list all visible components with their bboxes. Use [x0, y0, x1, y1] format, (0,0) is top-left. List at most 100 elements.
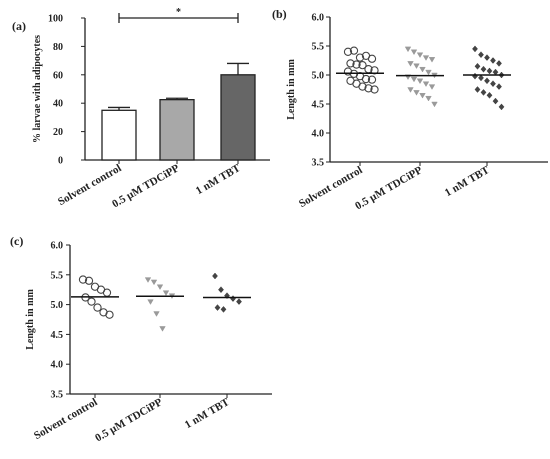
y-tick-label: 5.0: [312, 71, 325, 82]
data-point: [431, 101, 438, 108]
category-label: 1 nM TBT: [183, 396, 232, 431]
data-point: [78, 275, 88, 284]
data-point: [230, 295, 236, 303]
data-point: [343, 47, 353, 56]
data-point: [490, 57, 496, 64]
chart-panel-3: (c) 3.5 4.0 4.5 5.0 5.5 6.0 Length in mm Solvent…: [10, 234, 272, 444]
data-point: [498, 103, 505, 111]
y-axis-title: Length in mm: [25, 289, 36, 350]
y-tick-label: 3.5: [51, 390, 64, 401]
y-tick-label: 100: [48, 14, 63, 25]
data-point: [361, 74, 371, 84]
data-point: [425, 95, 432, 102]
data-point: [492, 97, 499, 105]
bar: [159, 99, 195, 161]
data-point: [214, 304, 221, 311]
y-tick-label: 80: [53, 42, 63, 53]
data-point: [236, 298, 242, 306]
category-label: 0.5 µM TDCiPP: [93, 396, 165, 444]
data-point: [153, 311, 160, 317]
y-tick-label: 4.0: [51, 360, 64, 371]
data-point: [472, 45, 478, 53]
data-point: [218, 286, 224, 294]
y-tick-label: 5.5: [51, 270, 64, 281]
data-point: [474, 62, 481, 70]
data-point: [147, 299, 154, 305]
data-point: [150, 279, 158, 286]
data-point: [352, 60, 361, 69]
data-point: [478, 51, 484, 59]
bar: [220, 74, 256, 161]
category-label: 1 nM TBT: [443, 164, 492, 199]
panel-label: (b): [272, 7, 287, 21]
data-point: [410, 49, 418, 56]
data-point: [105, 310, 114, 319]
data-point: [484, 77, 490, 85]
data-point: [407, 87, 414, 93]
data-point: [496, 60, 502, 67]
category-label: 0.5 µM TDCiPP: [353, 164, 425, 212]
y-tick-label: 4.0: [312, 129, 325, 140]
category-label: 1 nM TBT: [194, 162, 243, 197]
data-point: [404, 46, 412, 53]
data-point: [428, 57, 436, 63]
data-point: [367, 54, 377, 63]
y-tick-label: 3.5: [312, 158, 325, 169]
data-point: [84, 276, 94, 285]
y-tick-label: 6.0: [51, 241, 64, 252]
data-point: [358, 82, 367, 91]
y-axis-title: % larvae with adipocytes: [32, 35, 43, 143]
data-point: [422, 81, 430, 87]
y-tick-label: 4.5: [51, 330, 64, 341]
data-point: [87, 297, 96, 306]
y-tick-label: 40: [53, 99, 63, 110]
data-point: [220, 305, 227, 313]
data-point: [358, 60, 367, 70]
data-point: [364, 84, 373, 93]
bar: [101, 109, 137, 161]
y-tick-label: 5.5: [312, 42, 325, 53]
data-point: [425, 69, 432, 76]
data-point: [480, 65, 487, 73]
y-tick-label: 20: [53, 127, 63, 138]
data-point: [422, 55, 430, 61]
data-point: [162, 290, 170, 296]
y-tick-label: 60: [53, 70, 63, 81]
y-tick-label: 6.0: [312, 13, 325, 24]
data-point: [428, 84, 436, 90]
data-point: [478, 74, 484, 82]
data-point: [349, 46, 359, 55]
data-point: [144, 277, 152, 283]
data-point: [370, 85, 379, 94]
data-point: [156, 284, 164, 291]
data-point: [419, 66, 426, 73]
data-point: [355, 53, 365, 62]
panel-label: (a): [12, 19, 26, 33]
y-tick-label: 5.0: [51, 300, 64, 311]
data-point: [486, 91, 493, 99]
data-point: [416, 52, 424, 58]
data-point: [474, 86, 481, 93]
panel-label: (c): [10, 234, 23, 248]
data-point: [212, 272, 218, 280]
data-point: [102, 288, 112, 297]
data-point: [407, 61, 414, 67]
data-point: [416, 78, 424, 85]
data-point: [484, 54, 490, 61]
data-point: [419, 93, 426, 99]
data-point: [346, 59, 355, 68]
data-point: [480, 89, 487, 96]
data-point: [367, 75, 377, 84]
data-point: [492, 68, 499, 76]
data-point: [486, 67, 493, 75]
category-label: Solvent control: [32, 396, 99, 442]
data-point: [93, 303, 102, 312]
y-tick-label: 4.5: [312, 100, 325, 111]
significance-label: *: [176, 7, 181, 18]
y-tick-label: 0: [58, 156, 63, 167]
y-axis-title: Length in mm: [286, 59, 297, 120]
data-point: [410, 76, 418, 83]
